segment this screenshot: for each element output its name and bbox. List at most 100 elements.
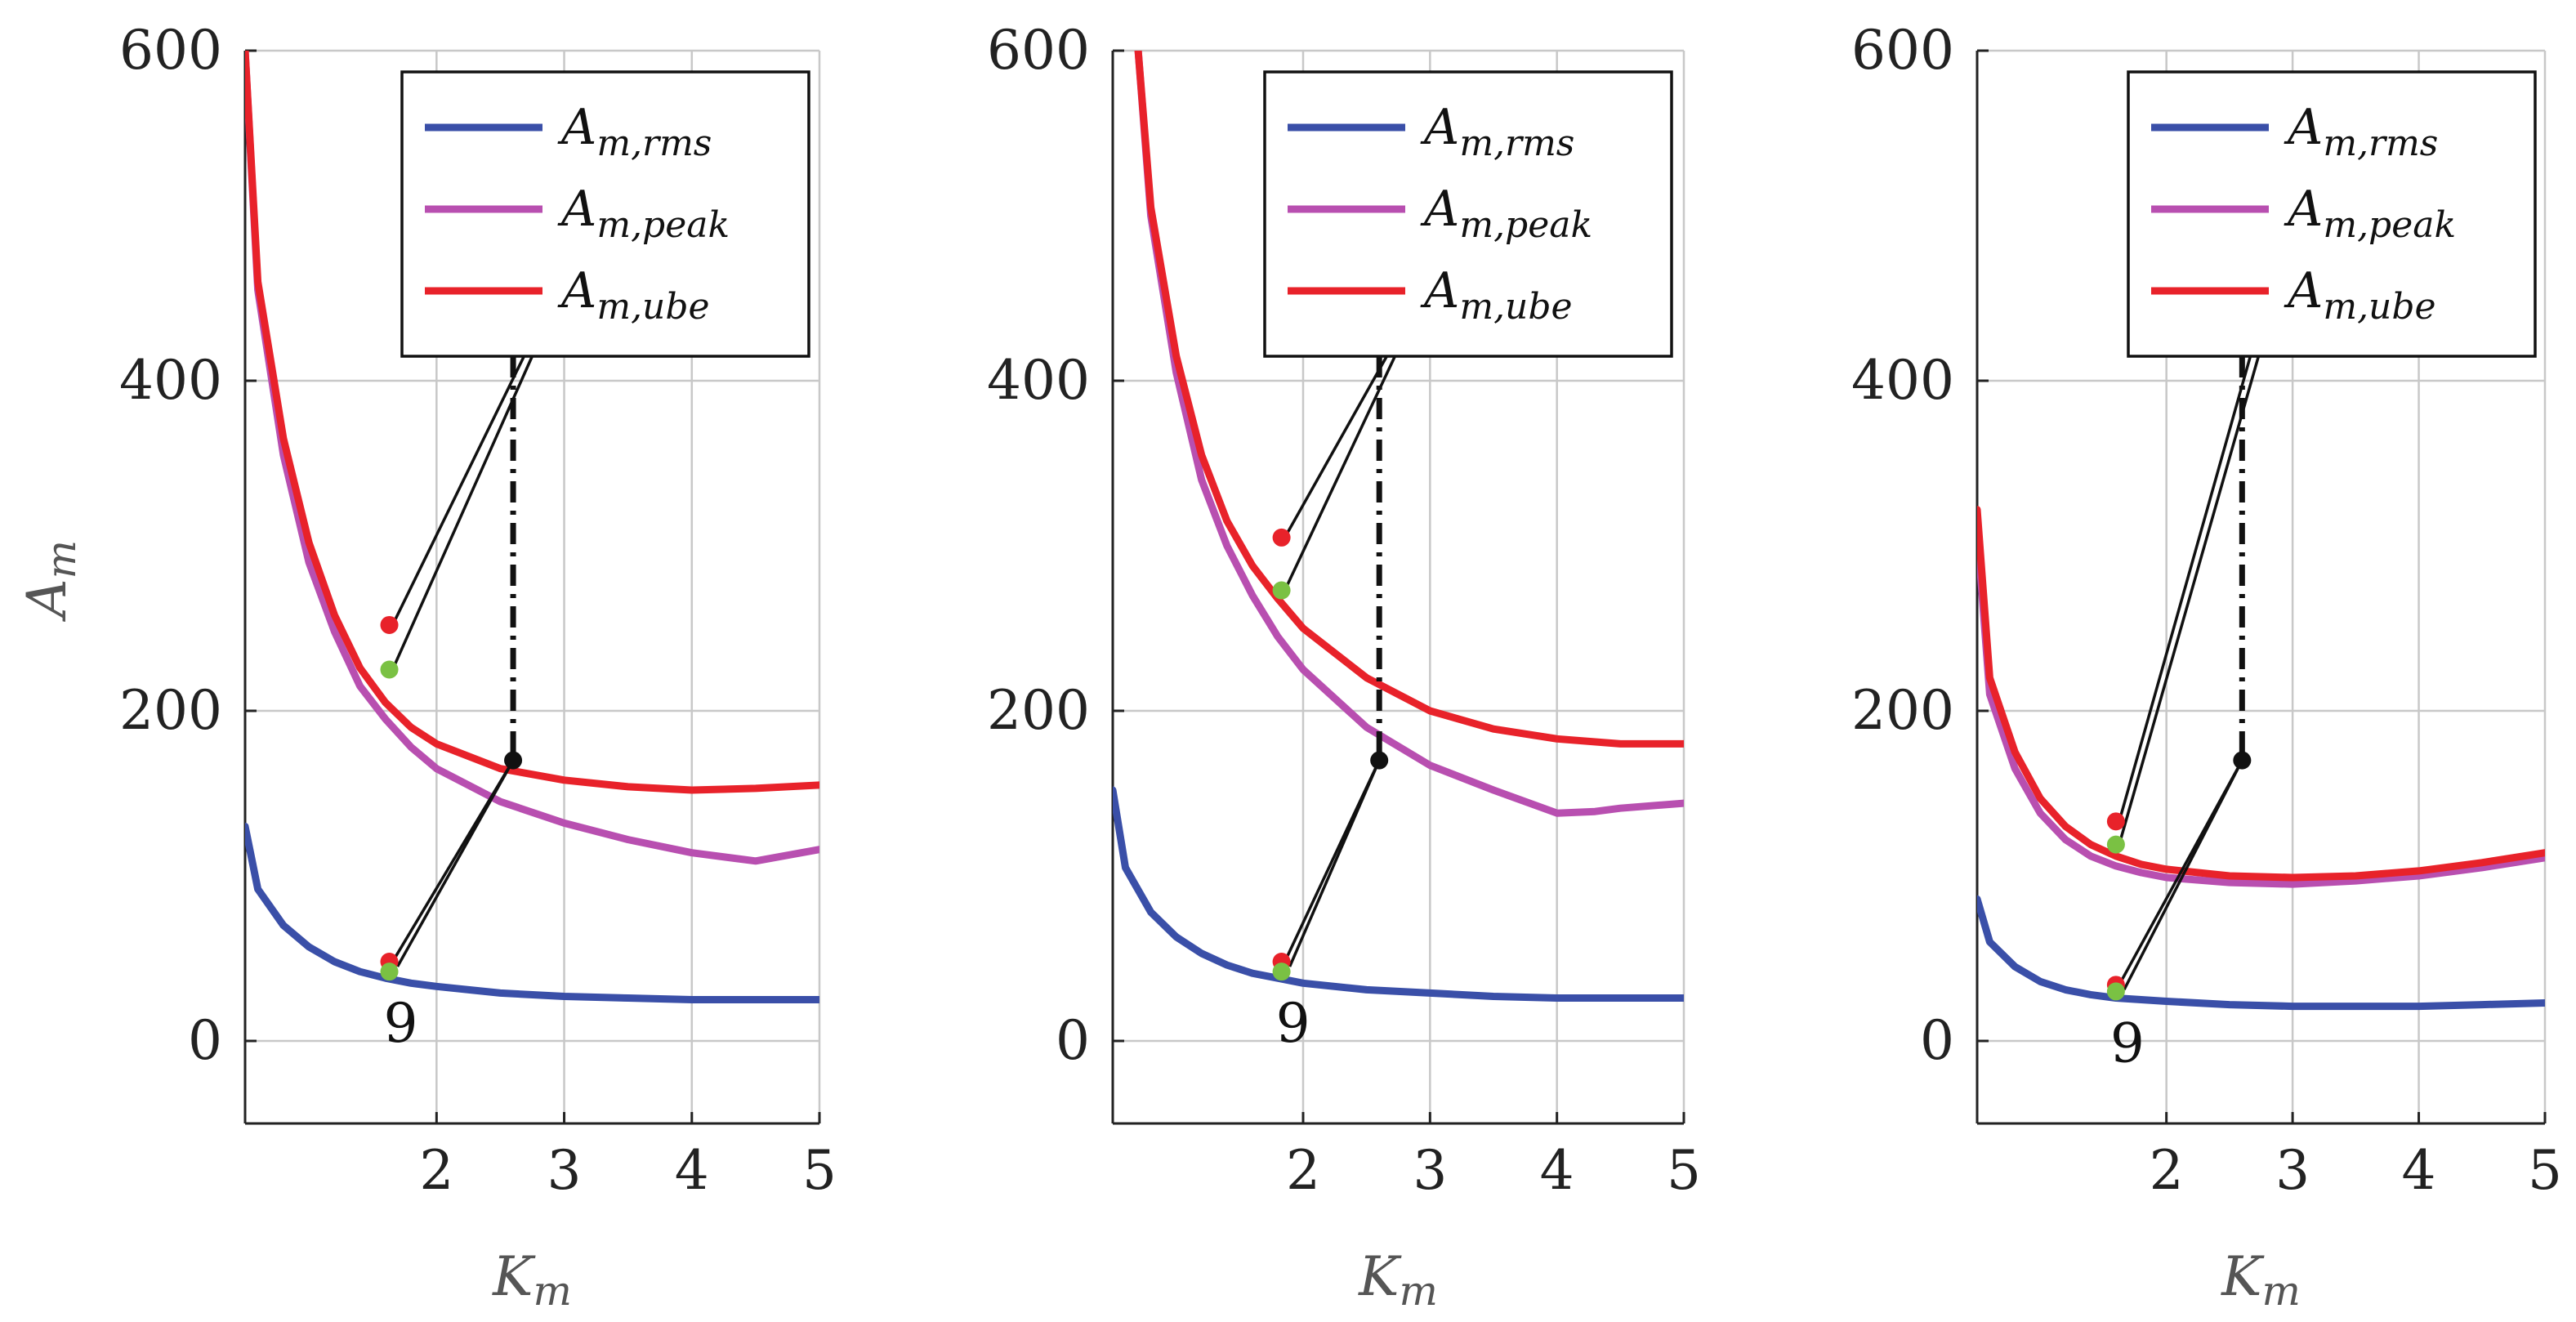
- annotation-label: 9: [384, 992, 418, 1055]
- leader-line: [2123, 759, 2243, 991]
- y-tick-label: 0: [1920, 1009, 1954, 1072]
- leader-line: [1284, 355, 1396, 592]
- legend-label-main: A: [2284, 262, 2323, 319]
- y-tick-label: 200: [1851, 679, 1954, 742]
- x-tick-label: 3: [547, 1139, 582, 1202]
- x-tick-label: 2: [2150, 1139, 2184, 1202]
- series-line-m-rms: [245, 822, 819, 1003]
- x-axis-title: Km: [492, 1245, 572, 1315]
- data-point-marker: [380, 615, 399, 634]
- y-axis-title-sub: m: [38, 540, 85, 578]
- legend-label: Am,ube: [557, 262, 710, 328]
- x-tick-label: 4: [675, 1139, 709, 1202]
- legend-label: Am,peak: [557, 181, 730, 246]
- data-point-marker: [1272, 962, 1291, 981]
- legend-label-main: A: [557, 181, 596, 238]
- legend-label-sub: m,rms: [2323, 123, 2438, 164]
- series-line-m-peak: [1134, 51, 1684, 817]
- y-tick-label: 600: [119, 19, 222, 82]
- x-tick-label: 4: [1540, 1139, 1574, 1202]
- y-axis-title-main: A: [16, 578, 78, 623]
- legend-label-sub: m,ube: [1459, 286, 1572, 328]
- legend-label-sub: m,rms: [596, 123, 712, 164]
- data-point-marker: [1370, 751, 1389, 770]
- annotation-label: 9: [1276, 992, 1310, 1055]
- x-tick-label: 5: [802, 1139, 837, 1202]
- leader-line: [1284, 355, 1388, 538]
- legend-label-main: A: [2284, 181, 2323, 238]
- y-tick-label: 400: [119, 349, 222, 412]
- legend-label-sub: m,ube: [596, 286, 709, 328]
- legend-label-main: A: [1420, 262, 1459, 319]
- legend-label-main: A: [557, 99, 596, 156]
- x-axis-title-sub: m: [533, 1267, 571, 1315]
- legend-label: Am,rms: [1420, 99, 1574, 164]
- legend-label: Am,rms: [2284, 99, 2438, 164]
- y-tick-label: 400: [1851, 349, 1954, 412]
- series-line-m-peak: [1977, 525, 2545, 888]
- data-point-marker: [504, 751, 523, 770]
- x-tick-label: 3: [2275, 1139, 2310, 1202]
- legend-label: Am,rms: [557, 99, 712, 164]
- data-point-marker: [2106, 982, 2125, 1001]
- x-tick-label: 5: [1667, 1139, 1701, 1202]
- x-tick-label: 5: [2528, 1139, 2562, 1202]
- series-line-m-ube: [1134, 51, 1684, 748]
- x-axis-title-sub: m: [1399, 1267, 1437, 1315]
- x-axis-title-main: K: [2221, 1245, 2265, 1308]
- x-tick-label: 2: [419, 1139, 453, 1202]
- legend-label-sub: m,peak: [2323, 204, 2456, 246]
- series-group: [245, 51, 819, 1003]
- leader-line: [391, 355, 534, 671]
- series-line-m-rms: [1977, 895, 2545, 1011]
- y-tick-label: 0: [1056, 1009, 1090, 1072]
- x-axis-title-main: K: [1358, 1245, 1402, 1308]
- legend-label-main: A: [2284, 99, 2323, 156]
- series-line-m-ube: [1977, 506, 2545, 882]
- data-point-marker: [1272, 581, 1291, 600]
- y-axis-title: Am: [16, 540, 85, 623]
- legend-label: Am,peak: [2284, 181, 2456, 246]
- x-tick-label: 3: [1413, 1139, 1447, 1202]
- data-point-marker: [2233, 751, 2252, 770]
- x-axis-title: Km: [2221, 1245, 2301, 1315]
- leader-line: [1288, 759, 1381, 967]
- y-tick-label: 600: [1851, 19, 1954, 82]
- legend-label-main: A: [1420, 99, 1459, 156]
- data-point-marker: [2106, 812, 2125, 831]
- leader-line: [396, 759, 515, 967]
- data-point-marker: [380, 660, 399, 679]
- y-tick-label: 200: [119, 679, 222, 742]
- y-tick-label: 600: [987, 19, 1090, 82]
- legend-label-sub: m,peak: [1459, 204, 1592, 246]
- legend-box: [1263, 70, 1673, 358]
- leader-line: [391, 355, 525, 626]
- x-axis-title-sub: m: [2261, 1267, 2300, 1315]
- y-tick-label: 400: [987, 349, 1090, 412]
- leader-line: [2118, 355, 2252, 822]
- legend-box: [400, 70, 810, 358]
- legend-label: Am,ube: [1420, 262, 1573, 328]
- legend-box: [2127, 70, 2537, 358]
- legend-label-sub: m,peak: [596, 204, 730, 246]
- legend-label: Am,ube: [2284, 262, 2436, 328]
- y-tick-label: 0: [188, 1009, 222, 1072]
- x-axis-title-main: K: [492, 1245, 536, 1308]
- x-axis-title: Km: [1358, 1245, 1438, 1315]
- data-point-marker: [1272, 528, 1291, 547]
- annotation-label: 9: [2110, 1012, 2145, 1074]
- data-point-marker: [380, 962, 399, 981]
- series-line-m-rms: [1113, 786, 1684, 1002]
- series-group: [1977, 506, 2545, 1011]
- series-line-m-peak: [245, 51, 819, 865]
- legend-label-main: A: [557, 262, 596, 319]
- legend-label-sub: m,rms: [1459, 123, 1574, 164]
